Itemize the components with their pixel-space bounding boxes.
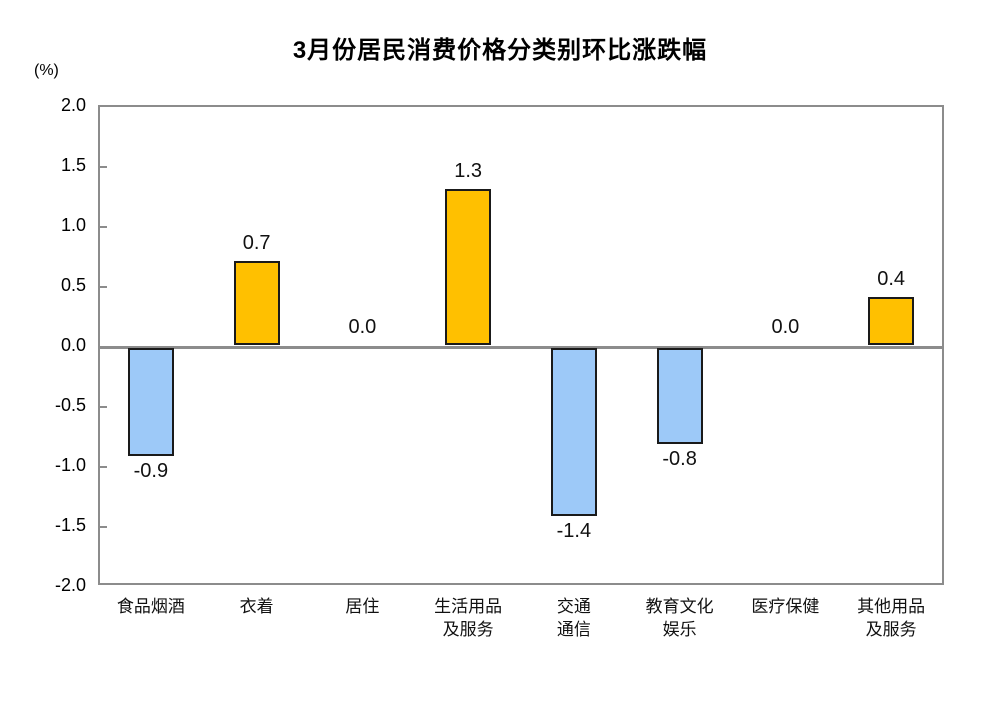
y-axis-unit-label: (%) (34, 62, 59, 79)
bar (868, 297, 915, 345)
x-axis-label: 交通 通信 (521, 595, 627, 641)
x-axis-label: 居住 (310, 595, 416, 618)
x-axis-label: 其他用品 及服务 (838, 595, 944, 641)
y-axis-tick-mark (100, 226, 107, 228)
bar (550, 348, 597, 516)
x-axis-label-line: 通信 (556, 620, 591, 639)
y-axis-tick-mark (100, 406, 107, 408)
bar-value-label: 1.3 (454, 160, 483, 182)
y-axis-tick-mark (100, 286, 107, 288)
y-axis-tick-label: -1.0 (54, 455, 86, 475)
bar (445, 189, 492, 345)
x-axis-label: 生活用品 及服务 (415, 595, 521, 641)
y-axis-tick-label: -1.5 (54, 515, 86, 535)
chart-title: 3月份居民消费价格分类别环比涨跌幅 (292, 37, 708, 64)
y-axis-tick-label: 0.5 (60, 275, 86, 295)
x-axis-label-line: 教育文化 (645, 597, 714, 616)
x-axis-label: 衣着 (204, 595, 310, 618)
bar-value-label: -0.8 (662, 448, 697, 470)
x-axis-label-line: 医疗保健 (751, 597, 820, 616)
bar-value-label: 0.0 (348, 316, 377, 338)
bar (233, 261, 280, 345)
bar-value-label: 0.0 (771, 316, 800, 338)
y-axis-tick-label: -2.0 (54, 575, 86, 595)
x-axis-label: 教育文化 娱乐 (627, 595, 733, 641)
bar (656, 348, 703, 444)
y-axis-tick-mark (100, 466, 107, 468)
x-axis-label: 医疗保健 (733, 595, 839, 618)
x-axis-label-line: 交通 (556, 597, 591, 616)
x-axis-label-line: 食品烟酒 (116, 597, 185, 616)
x-axis-label-line: 娱乐 (662, 620, 697, 639)
bar-value-label: 0.7 (242, 232, 271, 254)
bar-value-label: 0.4 (877, 268, 906, 290)
x-axis-label-line: 生活用品 (434, 597, 503, 616)
y-axis-tick-label: 2.0 (60, 95, 86, 115)
y-axis-tick-mark (100, 526, 107, 528)
x-axis-label-line: 及服务 (442, 620, 494, 639)
y-axis-tick-label: 1.5 (60, 155, 86, 175)
plot-area (98, 105, 944, 585)
x-axis-label-line: 衣着 (239, 597, 274, 616)
y-axis-tick-label: -0.5 (54, 395, 86, 415)
bar (127, 348, 174, 456)
bar-value-label: -1.4 (556, 520, 592, 542)
y-axis-tick-label: 1.0 (60, 215, 86, 235)
x-axis-label-line: 其他用品 (857, 597, 926, 616)
x-axis-label: 食品烟酒 (98, 595, 204, 618)
bar-value-label: -0.9 (133, 460, 169, 482)
x-axis-label-line: 及服务 (865, 620, 917, 639)
y-axis-tick-label: 0.0 (60, 335, 86, 355)
y-axis-tick-mark (100, 166, 107, 168)
x-axis-label-line: 居住 (345, 597, 380, 616)
zero-line (98, 346, 944, 349)
